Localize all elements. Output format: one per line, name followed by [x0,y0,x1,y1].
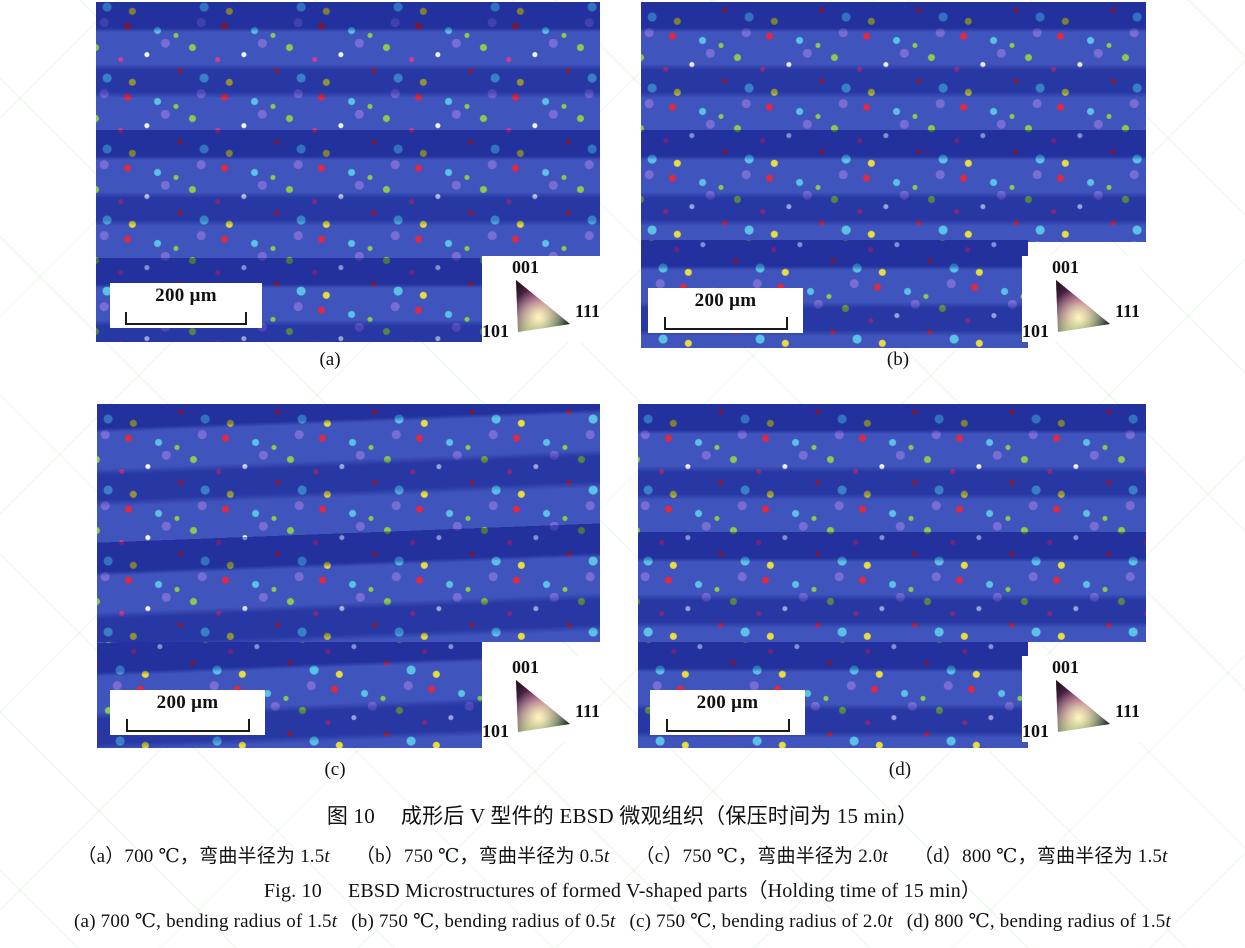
caption-zh-d-t: t [1162,846,1168,867]
figure-number-zh: 图 10 [326,804,375,828]
caption-en-c: (c) 750 ℃, bending radius of 2.0 [629,911,888,932]
panel-a-sublabel: (a) [319,349,341,370]
caption-zh-c-t: t [882,846,889,867]
panel-b-scale-bar-label: 200 μm [694,290,757,311]
figure-number-en: Fig. 10 [263,880,322,902]
panel-d-scale-bar: 200 μm [650,690,805,735]
caption-english-subfigures: (a) 700 ℃, bending radius of 1.5t (b) 750… [0,910,1245,933]
panel-a-scale-bar-label: 200 μm [155,285,217,306]
panel-b-ipf-legend: 001 101 111 [1022,256,1140,342]
panel-b-scale-bar-rule [663,317,788,330]
caption-en-a-t: t [331,911,338,932]
caption-zh-c: （c）750 ℃，弯曲半径为 2.0 [635,846,883,867]
panel-a-ipf-101-label: 101 [482,321,509,341]
panel-b-scale-bar: 200 μm [648,288,803,333]
caption-zh-a: （a）700 ℃，弯曲半径为 1.5 [77,846,325,867]
panel-c-sublabel: (c) [324,759,346,780]
panel-b-ipf-101-label: 101 [1022,321,1049,341]
panel-d-ipf-legend: 001 101 111 [1022,656,1140,742]
panel-d-sublabel: (d) [888,759,912,780]
panel-b-sublabel: (b) [886,349,910,370]
caption-en-b-t: t [610,911,616,932]
figure-title-zh: 成形后 V 型件的 EBSD 微观组织（保压时间为 15 min） [400,804,919,828]
panel-d-scale-bar-rule [665,719,790,732]
panel-b-ipf-triangle-icon [1056,280,1110,332]
panel-d-ipf-111-label: 111 [1114,701,1140,721]
figure-title-en: EBSD Microstructures of formed V-shaped … [347,880,982,902]
panel-a-scale-bar: 200 μm [110,283,262,328]
caption-chinese-subfigures: （a）700 ℃，弯曲半径为 1.5t （b）750 ℃，弯曲半径为 0.5t （c… [0,841,1245,868]
panel-b-ipf-111-label: 111 [1114,301,1140,321]
panel-c-scale-bar: 200 μm [110,690,265,735]
panel-a-ipf-111-label: 111 [574,301,600,321]
panel-b-texture-bands-upper [641,2,1146,242]
panel-c-micrograph-upper[interactable] [97,404,600,642]
panel-c-texture-bands-upper [97,404,600,642]
caption-english-title: Fig. 10 EBSD Microstructures of formed V-… [0,874,1245,903]
panel-c-scale-bar-label: 200 μm [156,692,219,713]
caption-chinese-title: 图 10 成形后 V 型件的 EBSD 微观组织（保压时间为 15 min） [0,800,1245,830]
panel-b-micrograph-upper[interactable] [641,2,1146,242]
panel-b-ipf-001-label: 001 [1052,257,1079,277]
panel-d-ipf-101-label: 101 [1022,721,1049,741]
panel-c-ipf-001-label: 001 [512,657,539,677]
panel-c-ipf-111-label: 111 [574,701,600,721]
caption-en-b: (b) 750 ℃, bending radius of 0.5 [351,911,611,932]
caption-zh-a-t: t [324,846,330,867]
caption-zh-b: （b）750 ℃，弯曲半径为 0.5 [355,846,605,867]
panel-d-ipf-001-label: 001 [1052,657,1079,677]
panel-d-ipf-triangle-icon [1056,680,1110,732]
panel-a-ipf-001-label: 001 [512,257,539,277]
caption-zh-b-t: t [604,846,610,867]
caption-en-a: (a) 700 ℃, bending radius of 1.5 [74,911,332,932]
panel-a-ipf-legend: 001 101 111 [482,256,600,342]
panel-c-ipf-101-label: 101 [482,721,509,741]
panel-d-micrograph-upper[interactable] [638,404,1146,642]
panel-d-scale-bar-label: 200 μm [696,692,759,713]
caption-zh-d: （d）800 ℃，弯曲半径为 1.5 [914,846,1163,867]
caption-en-c-t: t [887,911,893,932]
caption-en-d-t: t [1165,911,1171,932]
panel-c-ipf-legend: 001 101 111 [482,656,600,742]
panel-c-scale-bar-rule [125,719,250,732]
caption-en-d: (d) 800 ℃, bending radius of 1.5 [906,911,1166,932]
panel-c-ipf-triangle-icon [516,680,570,732]
panel-a-scale-bar-rule [125,312,247,325]
panel-a-ipf-triangle-icon [516,280,570,332]
panel-d-texture-bands-upper [638,404,1146,642]
